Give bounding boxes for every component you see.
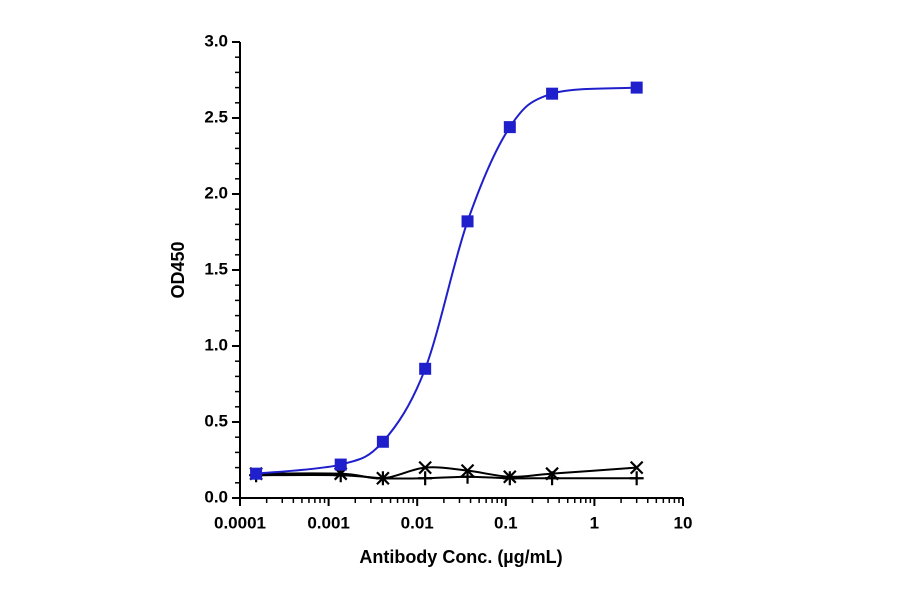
fit-curve — [256, 86, 637, 475]
marker — [460, 463, 475, 478]
x-axis-title: Antibody Conc. (µg/mL) — [359, 547, 562, 567]
y-tick-label: 2.0 — [204, 183, 228, 202]
y-axis-title: OD450 — [168, 241, 188, 298]
marker — [461, 215, 474, 228]
marker — [629, 471, 644, 486]
y-tick-label: 0.5 — [204, 411, 228, 430]
marker — [629, 460, 644, 475]
marker — [419, 362, 432, 375]
y-tick-label: 1.0 — [204, 335, 228, 354]
marker — [545, 466, 559, 481]
marker — [334, 458, 347, 471]
x-tick-label: 0.1 — [494, 513, 518, 532]
y-tick-label: 1.5 — [204, 259, 228, 278]
x-tick-label: 10 — [674, 513, 693, 532]
y-tick-label: 3.0 — [204, 31, 228, 50]
x-tick-label: 0.0001 — [214, 513, 266, 532]
marker — [376, 471, 390, 486]
fit-curve — [256, 473, 637, 480]
marker — [418, 471, 433, 486]
x-tick-label: 1 — [590, 513, 599, 532]
y-tick-label: 0.0 — [204, 487, 228, 506]
marker — [630, 81, 643, 94]
y-tick-label: 2.5 — [204, 107, 228, 126]
marker — [546, 87, 559, 100]
marker — [250, 467, 263, 480]
marker — [376, 435, 389, 448]
marker — [503, 121, 516, 134]
marker — [503, 469, 517, 484]
x-tick-label: 0.001 — [307, 513, 350, 532]
marker — [418, 460, 432, 475]
x-tick-label: 0.01 — [401, 513, 434, 532]
